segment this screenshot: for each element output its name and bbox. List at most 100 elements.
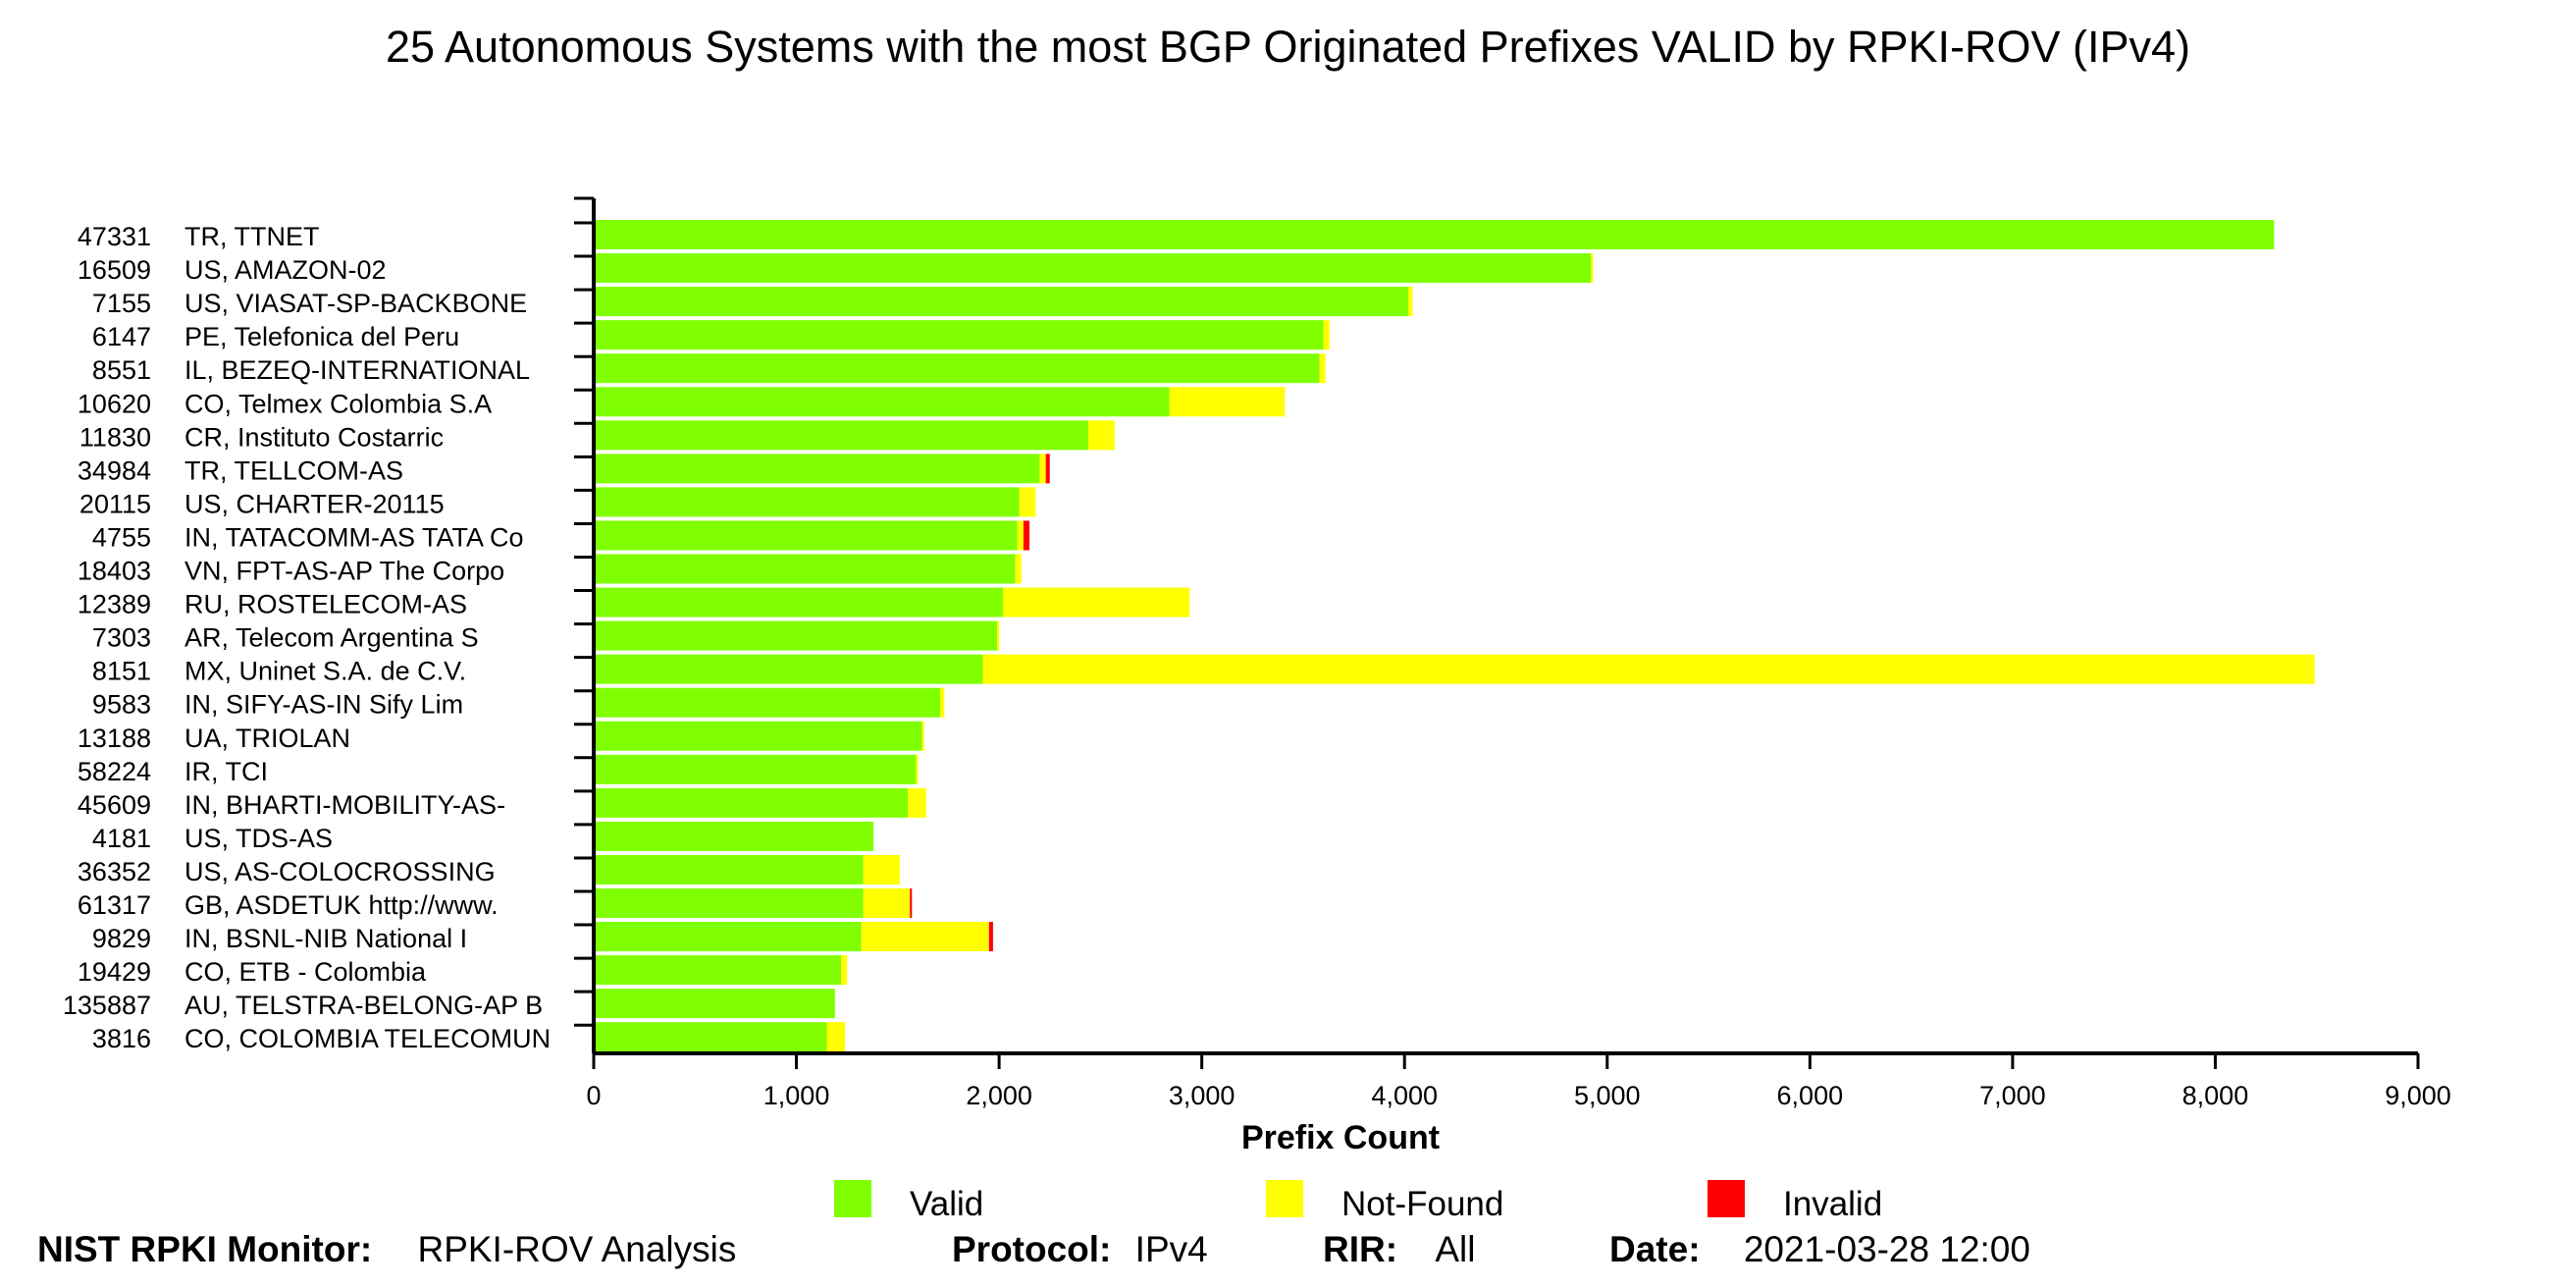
- category-asn-label: 7303: [92, 623, 151, 653]
- bar-not-found-12389: [1003, 587, 1190, 617]
- bars-group: [594, 220, 2315, 1052]
- bar-valid-135887: [594, 989, 835, 1019]
- category-name-label: US, VIASAT-SP-BACKBONE: [184, 289, 527, 318]
- category-asn-label: 19429: [78, 957, 151, 987]
- x-axis-title: Prefix Count: [1241, 1119, 1440, 1156]
- bar-valid-8151: [594, 654, 983, 684]
- bar-not-found-7155: [1408, 287, 1413, 317]
- category-name-label: UA, TRIOLAN: [184, 724, 350, 753]
- legend-label-valid: Valid: [910, 1185, 983, 1223]
- category-name-label: IN, BHARTI-MOBILITY-AS-: [184, 790, 505, 820]
- bar-not-found-6147: [1323, 320, 1330, 350]
- bar-valid-3816: [594, 1022, 827, 1052]
- legend-label-invalid: Invalid: [1783, 1185, 1882, 1223]
- category-name-label: AR, Telecom Argentina S: [184, 623, 479, 653]
- category-asn-label: 3816: [92, 1024, 151, 1053]
- category-name-label: CO, ETB - Colombia: [184, 957, 427, 987]
- bar-not-found-11830: [1087, 420, 1115, 451]
- bar-not-found-13188: [921, 721, 924, 751]
- category-name-label: IN, BSNL-NIB National I: [184, 924, 467, 953]
- footer-monitor-value: RPKI-ROV Analysis: [417, 1229, 737, 1269]
- footer-protocol-label: Protocol:: [952, 1229, 1112, 1269]
- category-asn-label: 135887: [63, 991, 151, 1020]
- bar-valid-11830: [594, 420, 1088, 451]
- category-name-label: AU, TELSTRA-BELONG-AP B: [184, 991, 543, 1020]
- bar-valid-9583: [594, 687, 941, 718]
- bar-not-found-34984: [1039, 454, 1046, 484]
- category-name-label: CO, COLOMBIA TELECOMUN: [184, 1024, 551, 1053]
- legend: Valid Not-Found Invalid: [834, 1180, 1882, 1223]
- x-tick-label: 5,000: [1574, 1081, 1641, 1110]
- category-asn-label: 10620: [78, 389, 151, 418]
- footer-protocol: Protocol: IPv4: [952, 1229, 1208, 1270]
- footer-date-value: 2021-03-28 12:00: [1743, 1229, 2030, 1269]
- bar-not-found-18403: [1015, 554, 1022, 584]
- category-name-label: US, AS-COLOCROSSING: [184, 857, 496, 886]
- category-name-label: GB, ASDETUK http://www.: [184, 890, 499, 920]
- category-asn-label: 11830: [79, 422, 151, 452]
- category-name-label: MX, Uninet S.A. de C.V.: [184, 657, 466, 686]
- bar-not-found-45609: [908, 787, 926, 818]
- legend-label-not-found: Not-Found: [1341, 1185, 1503, 1223]
- bar-valid-7303: [594, 620, 998, 651]
- category-asn-label: 61317: [78, 890, 151, 920]
- footer-date: Date: 2021-03-28 12:00: [1609, 1229, 2030, 1270]
- category-name-label: US, TDS-AS: [184, 824, 333, 853]
- x-tick-label: 0: [586, 1081, 601, 1110]
- category-asn-label: 45609: [78, 790, 151, 820]
- bar-valid-9829: [594, 922, 862, 952]
- footer-rir-label: RIR:: [1323, 1229, 1398, 1269]
- bar-not-found-4755: [1017, 520, 1024, 551]
- bar-valid-36352: [594, 854, 864, 885]
- bar-not-found-16509: [1591, 253, 1594, 284]
- category-asn-label: 4181: [92, 824, 151, 853]
- x-tick-label: 7,000: [1979, 1081, 2046, 1110]
- category-name-label: IR, TCI: [184, 757, 268, 786]
- category-asn-label: 7155: [92, 289, 151, 318]
- bar-not-found-9583: [940, 687, 945, 718]
- bar-valid-20115: [594, 487, 1020, 517]
- bar-not-found-20115: [1019, 487, 1036, 517]
- category-asn-label: 36352: [78, 857, 151, 886]
- category-asn-label: 9829: [92, 924, 151, 953]
- category-name-label: PE, Telefonica del Peru: [184, 322, 459, 351]
- bar-invalid-61317: [910, 888, 913, 918]
- category-asn-label: 16509: [78, 255, 151, 285]
- bar-not-found-36352: [863, 854, 900, 885]
- footer-monitor: NIST RPKI Monitor: RPKI-ROV Analysis: [37, 1229, 736, 1270]
- category-asn-label: 20115: [79, 489, 151, 518]
- category-asn-label: 4755: [92, 522, 151, 552]
- bar-not-found-7303: [997, 620, 1000, 651]
- bar-invalid-9829: [988, 922, 993, 952]
- bar-not-found-3816: [826, 1022, 846, 1052]
- footer-rir: RIR: All: [1323, 1229, 1475, 1270]
- category-name-label: US, AMAZON-02: [184, 255, 387, 285]
- bar-not-found-61317: [863, 888, 911, 918]
- axes-group: 0 1,000 2,000 3,000 4,000 5,000 6,000 7,000 8,00…: [574, 196, 2451, 1110]
- category-name-label: IL, BEZEQ-INTERNATIONAL: [184, 355, 530, 385]
- bar-not-found-10620: [1169, 387, 1286, 417]
- category-asn-label: 9583: [92, 690, 151, 720]
- category-name-label: IN, TATACOMM-AS TATA Co: [184, 522, 524, 552]
- category-name-label: CO, Telmex Colombia S.A: [184, 389, 492, 418]
- chart-title: 25 Autonomous Systems with the most BGP …: [385, 22, 2191, 72]
- category-name-label: CR, Instituto Costarric: [184, 422, 444, 452]
- bar-valid-45609: [594, 787, 909, 818]
- bar-valid-12389: [594, 587, 1004, 617]
- footer-date-label: Date:: [1609, 1229, 1701, 1269]
- footer-rir-value: All: [1435, 1229, 1476, 1269]
- category-name-label: VN, FPT-AS-AP The Corpo: [184, 557, 504, 586]
- footer-monitor-label: NIST RPKI Monitor:: [37, 1229, 373, 1269]
- category-asn-label: 8151: [92, 657, 151, 686]
- legend-swatch-valid: [834, 1180, 871, 1217]
- bar-not-found-8151: [982, 654, 2315, 684]
- category-asn-label: 8551: [92, 355, 151, 385]
- bar-valid-6147: [594, 320, 1324, 350]
- category-asn-label: 6147: [92, 322, 151, 351]
- category-name-label: TR, TELLCOM-AS: [184, 456, 403, 485]
- bar-valid-61317: [594, 888, 864, 918]
- bar-not-found-9829: [861, 922, 989, 952]
- bar-valid-13188: [594, 721, 922, 751]
- category-asn-label: 13188: [78, 724, 151, 753]
